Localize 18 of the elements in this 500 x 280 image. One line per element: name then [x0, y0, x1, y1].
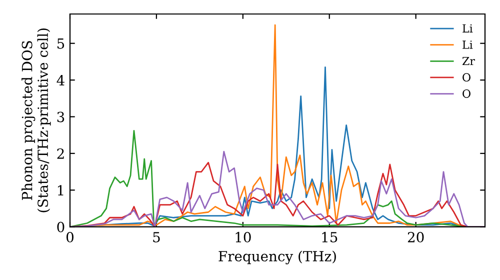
legend-label: O: [462, 73, 470, 82]
y-tick-label: 4: [56, 75, 64, 86]
y-tick-label: 2: [57, 148, 64, 159]
x-tick-label: 15: [322, 232, 338, 242]
y-tick-label: 0: [57, 222, 64, 232]
legend-label: O: [462, 89, 470, 98]
x-axis-title: Frequency (THz): [218, 250, 336, 264]
legend-label: Li: [462, 24, 473, 32]
x-tick-label: 0: [66, 232, 74, 242]
legend-label: Li: [462, 40, 473, 49]
y-tick-label: 3: [57, 112, 64, 122]
x-tick-label: 5: [153, 232, 160, 242]
y-axis-title: Phonon projected DOS (States/THz·primitive cell): [22, 28, 51, 212]
y-tick-label: 5: [57, 38, 64, 49]
x-tick-label: 20: [408, 232, 424, 242]
y-tick-label: 1: [58, 185, 64, 196]
x-tick-label: 10: [236, 232, 251, 242]
legend-label: Zr: [462, 56, 475, 66]
